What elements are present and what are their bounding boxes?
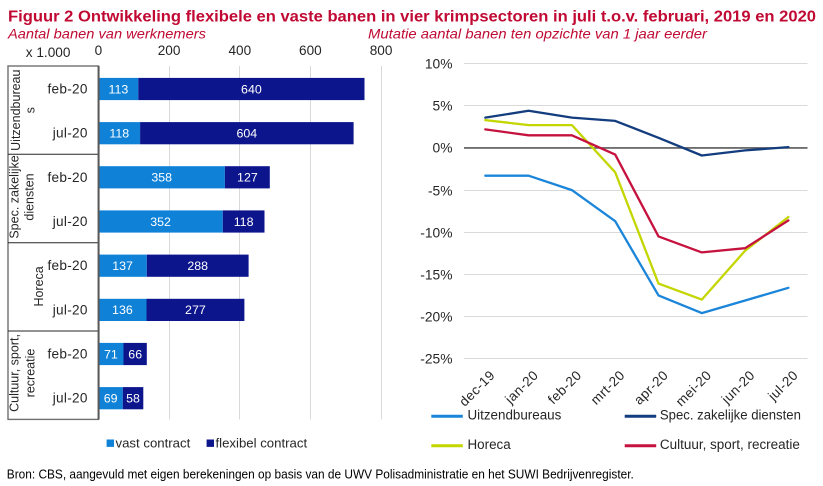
svg-text:-20%: -20% <box>420 309 452 324</box>
svg-text:358: 358 <box>151 171 172 185</box>
svg-text:288: 288 <box>187 259 208 273</box>
svg-text:jul-20: jul-20 <box>52 126 88 141</box>
svg-text:10%: 10% <box>425 56 453 71</box>
svg-text:feb-20: feb-20 <box>47 258 87 273</box>
svg-text:640: 640 <box>241 82 262 96</box>
svg-text:Uitzendbureaus: Uitzendbureaus <box>468 408 562 423</box>
svg-text:s: s <box>24 107 38 113</box>
svg-text:800: 800 <box>370 43 393 58</box>
svg-text:5%: 5% <box>433 98 453 113</box>
svg-text:Cultuur, sport, recreatie: Cultuur, sport, recreatie <box>660 437 800 452</box>
svg-text:feb-20: feb-20 <box>47 347 87 362</box>
svg-text:Bron: CBS, aangevuld met eigen: Bron: CBS, aangevuld met eigen berekenin… <box>7 466 634 481</box>
svg-text:Horeca: Horeca <box>468 437 512 452</box>
svg-text:Aantal banen van werknemers: Aantal banen van werknemers <box>7 27 206 42</box>
svg-text:58: 58 <box>126 392 140 406</box>
svg-text:jul-20: jul-20 <box>52 302 88 317</box>
svg-text:127: 127 <box>237 171 258 185</box>
svg-text:-15%: -15% <box>420 267 452 282</box>
svg-text:118: 118 <box>109 127 129 141</box>
svg-text:Horeca: Horeca <box>32 266 46 306</box>
svg-text:137: 137 <box>112 259 133 273</box>
svg-text:diensten: diensten <box>22 173 36 220</box>
svg-text:200: 200 <box>158 43 181 58</box>
svg-text:604: 604 <box>236 127 257 141</box>
svg-text:Spec. zakelijke diensten: Spec. zakelijke diensten <box>660 408 801 423</box>
svg-text:352: 352 <box>150 215 171 229</box>
svg-text:jul-20: jul-20 <box>52 214 88 229</box>
svg-text:69: 69 <box>104 392 118 406</box>
svg-text:113: 113 <box>109 82 129 96</box>
svg-text:600: 600 <box>299 43 322 58</box>
svg-text:Uitzendbureau: Uitzendbureau <box>9 70 23 151</box>
svg-text:recreatie: recreatie <box>23 349 37 398</box>
svg-text:66: 66 <box>128 347 142 361</box>
svg-text:Mutatie aantal banen ten opzic: Mutatie aantal banen ten opzichte van 1 … <box>368 27 708 42</box>
svg-text:0%: 0% <box>433 141 453 156</box>
svg-text:Spec. zakelijke: Spec. zakelijke <box>7 155 21 238</box>
svg-text:flexibel contract: flexibel contract <box>216 436 308 451</box>
svg-text:400: 400 <box>228 43 251 58</box>
svg-text:-5%: -5% <box>428 183 453 198</box>
svg-text:feb-20: feb-20 <box>47 170 87 185</box>
svg-text:-10%: -10% <box>420 225 452 240</box>
svg-text:0: 0 <box>95 43 103 58</box>
svg-text:jul-20: jul-20 <box>52 391 88 406</box>
svg-text:-25%: -25% <box>420 351 452 366</box>
svg-text:277: 277 <box>185 303 206 317</box>
svg-text:71: 71 <box>104 347 118 361</box>
svg-text:vast contract: vast contract <box>116 436 191 451</box>
svg-text:x 1.000: x 1.000 <box>26 45 71 60</box>
svg-text:118: 118 <box>234 215 254 229</box>
svg-text:feb-20: feb-20 <box>47 82 87 97</box>
svg-text:136: 136 <box>112 303 133 317</box>
svg-text:Figuur 2 Ontwikkeling flexibel: Figuur 2 Ontwikkeling flexibele en vaste… <box>8 9 816 26</box>
svg-text:Cultuur, sport,: Cultuur, sport, <box>8 334 22 412</box>
